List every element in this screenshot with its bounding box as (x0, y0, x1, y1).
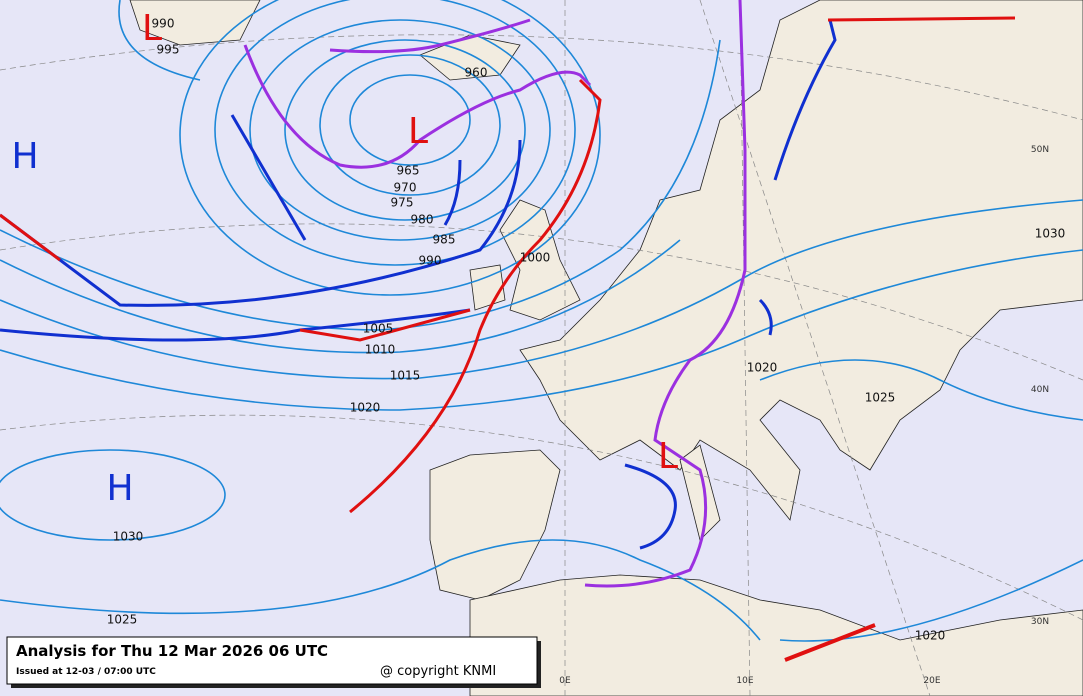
fronts (0, 0, 1016, 662)
high-center: H (106, 468, 133, 509)
low-center: L (408, 111, 428, 152)
isobar-label: 1000 (520, 251, 551, 265)
lat-label: 50N (1031, 145, 1049, 155)
low-center: L (658, 436, 678, 477)
isobar-label: 995 (157, 43, 180, 57)
isobar-label: 975 (391, 196, 414, 210)
lon-label: 0E (559, 676, 571, 686)
isobar-label: 1030 (113, 530, 144, 544)
caption-title: Analysis for Thu 12 Mar 2026 06 UTC (16, 642, 328, 660)
isobar-label: 1020 (350, 401, 381, 415)
isobar-label: 1025 (107, 613, 138, 627)
lon-label: 10E (736, 676, 753, 686)
isobar-label: 960 (465, 66, 488, 80)
low-center: L (142, 8, 162, 49)
isobar-label: 970 (394, 181, 417, 195)
high-center: H (11, 136, 38, 177)
lat-label: 40N (1031, 385, 1049, 395)
isobar-label: 965 (397, 164, 420, 178)
isobar-label: 990 (419, 254, 442, 268)
isobar-label: 980 (411, 213, 434, 227)
caption-copyright: @ copyright KNMI (380, 664, 496, 679)
isobar-label: 1015 (390, 369, 421, 383)
isobar-label: 1010 (365, 343, 396, 357)
lat-label: 30N (1031, 617, 1049, 627)
isobar-label: 1030 (1035, 227, 1066, 241)
lon-label: 20E (923, 676, 940, 686)
caption-issued: Issued at 12-03 / 07:00 UTC (16, 667, 156, 677)
isobar-label: 985 (433, 233, 456, 247)
pressure-centers: H H L L L (11, 8, 678, 509)
grid-labels: 50N 40N 30N 0E 10E 20E (559, 145, 1049, 686)
isobar-label: 990 (152, 17, 175, 31)
isobar-label: 1020 (915, 629, 946, 643)
isobar-label: 1020 (747, 361, 778, 375)
land (129, 0, 1083, 696)
isobar-label: 1025 (865, 391, 896, 405)
isobar-labels: 990 995 960 965 970 975 980 985 990 1000… (107, 17, 1066, 643)
isobars (0, 0, 1083, 642)
caption-box: Analysis for Thu 12 Mar 2026 06 UTC Issu… (6, 636, 541, 688)
isobar-label: 1005 (363, 322, 394, 336)
